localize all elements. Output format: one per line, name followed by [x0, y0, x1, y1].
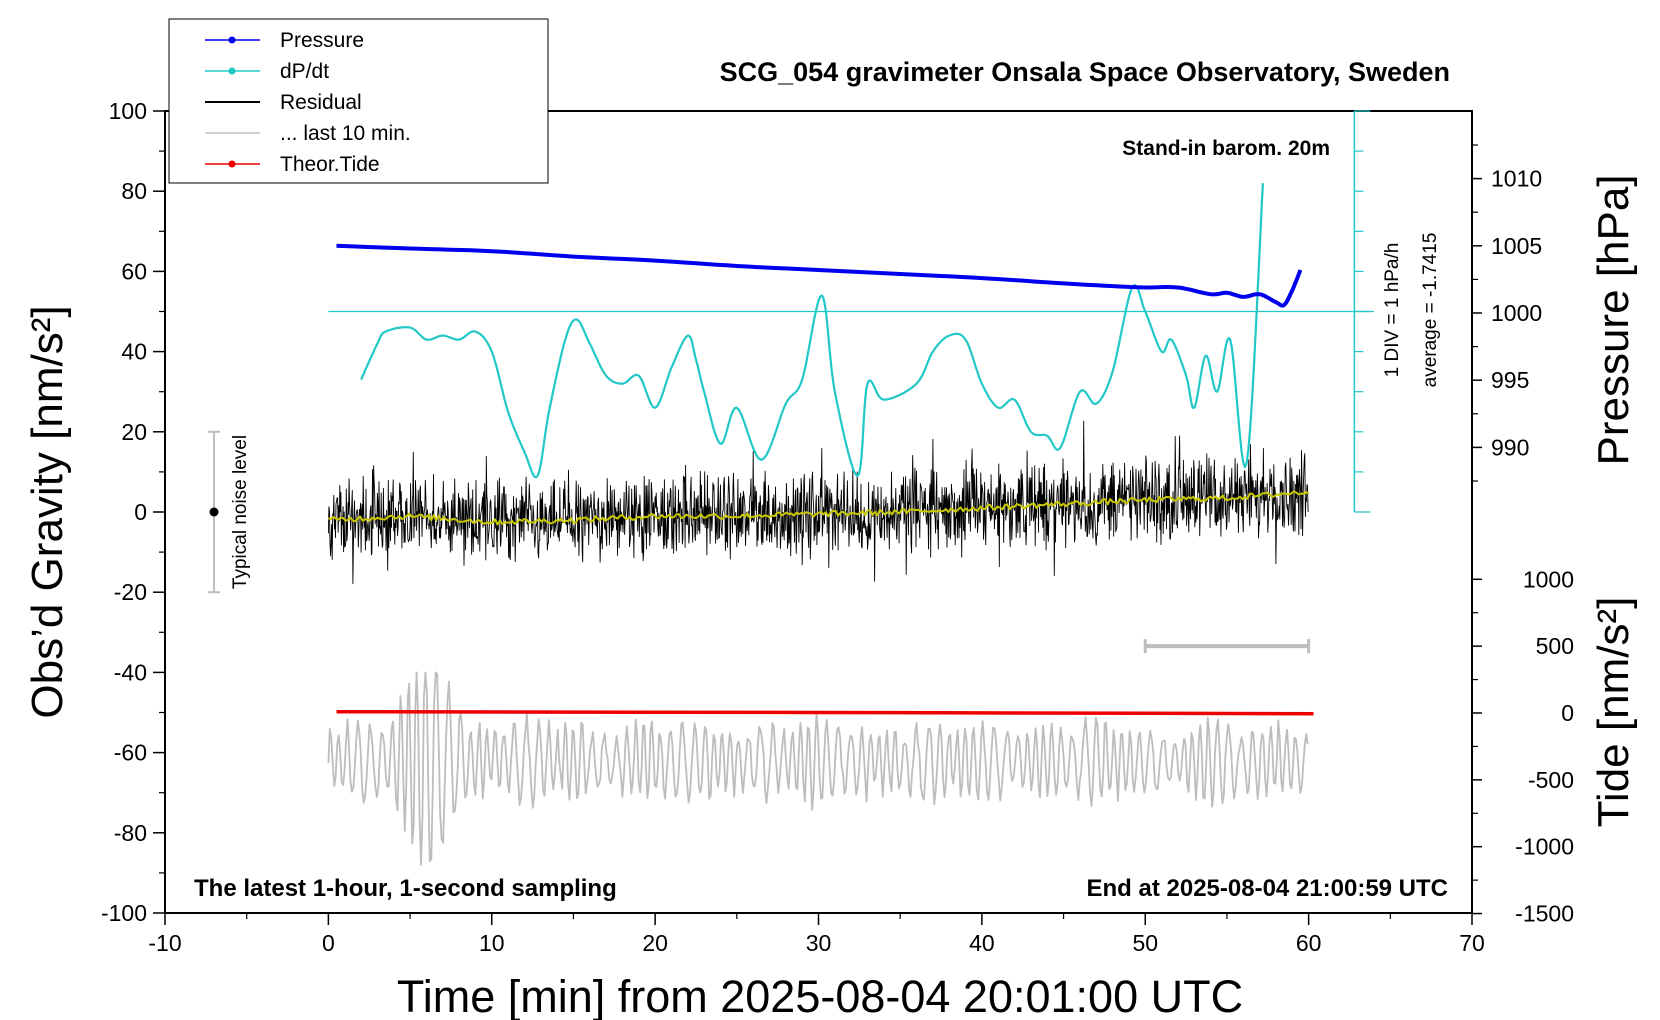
last-10-min-line — [327, 671, 1309, 866]
x-tick-label: 60 — [1296, 930, 1322, 956]
plot-area: -10 0 10 20 30 40 50 60 70100806040200-20-40-60-… — [101, 98, 1574, 956]
pressure-tick-label: 1000 — [1491, 300, 1542, 326]
theoretical-tide-line — [336, 709, 1314, 716]
legend: Pressure dP/dt Residual ... last 10 min. The… — [168, 18, 549, 184]
y-axis-label-gravity: Obs’d Gravity [nm/s²] — [23, 305, 72, 718]
pressure-tick-label: 1005 — [1491, 233, 1542, 259]
pressure-tick-label: 1010 — [1491, 166, 1542, 192]
barometer-annotation: Stand-in barom. 20m — [1122, 137, 1330, 160]
y-tick-label: 0 — [134, 499, 147, 525]
residual-smoothed-line — [328, 490, 1310, 526]
y-tick-label: 100 — [109, 98, 147, 124]
dpdt-scale-annotation: 1 DIV = 1 hPa/h — [1382, 243, 1403, 378]
chart-title: SCG_054 gravimeter Onsala Space Observat… — [720, 57, 1450, 87]
y-tick-label: 60 — [121, 258, 147, 284]
y-tick-label: 20 — [121, 419, 147, 445]
pressure-tick-label: 990 — [1491, 434, 1529, 460]
legend-marker — [228, 36, 236, 44]
y-tick-label: -40 — [114, 659, 147, 685]
pressure-line — [336, 243, 1303, 308]
tide-tick-label: 0 — [1561, 700, 1574, 726]
dpdt-average-group: average = -1.7415 — [1420, 233, 1441, 388]
x-tick-label: 0 — [322, 930, 335, 956]
x-tick-label: 30 — [806, 930, 832, 956]
dpdt-average-annotation: average = -1.7415 — [1420, 233, 1441, 388]
x-tick-label: 10 — [479, 930, 505, 956]
noise-label-group: Typical noise level — [230, 435, 251, 589]
x-tick-label: 50 — [1132, 930, 1158, 956]
tide-tick-label: -1000 — [1515, 834, 1574, 860]
dpdt-scale-group: 1 DIV = 1 hPa/h — [1382, 243, 1403, 378]
y-axis-label-tide-text: Tide [nm/s²] — [1589, 597, 1638, 828]
y-tick-label: 40 — [121, 339, 147, 365]
legend-marker — [228, 67, 236, 75]
x-axis-label: Time [min] from 2025-08-04 20:01:00 UTC — [397, 971, 1243, 1020]
x-tick-label: 20 — [642, 930, 668, 956]
x-tick-label: -10 — [148, 930, 181, 956]
noise-level-label: Typical noise level — [230, 435, 251, 589]
y-tick-label: -100 — [101, 900, 147, 926]
legend-label: Residual — [280, 91, 362, 114]
legend-label: Theor.Tide — [280, 153, 380, 176]
tide-tick-label: -500 — [1528, 767, 1574, 793]
pressure-tick-label: 995 — [1491, 367, 1529, 393]
tide-tick-label: 1000 — [1523, 566, 1574, 592]
bottom-left-annotation: The latest 1-hour, 1-second sampling — [194, 875, 617, 902]
y-tick-label: 80 — [121, 178, 147, 204]
tide-tick-label: 500 — [1536, 633, 1574, 659]
legend-label: ... last 10 min. — [280, 122, 411, 145]
legend-label: dP/dt — [280, 60, 329, 83]
dpdt-line — [360, 183, 1264, 479]
legend-label: Pressure — [280, 29, 364, 52]
tide-tick-label: -1500 — [1515, 901, 1574, 927]
y-tick-label: -80 — [114, 820, 147, 846]
y-axis-label-pressure: Pressure [hPa] — [1589, 174, 1638, 465]
legend-marker — [228, 160, 236, 168]
bottom-right-annotation: End at 2025-08-04 21:00:59 UTC — [1087, 875, 1449, 902]
x-tick-label: 70 — [1459, 930, 1485, 956]
y-axis-label-gravity-text: Obs’d Gravity [nm/s²] — [23, 305, 72, 718]
y-axis-label-tide: Tide [nm/s²] — [1589, 597, 1638, 828]
y-tick-label: -60 — [114, 740, 147, 766]
noise-level-point — [209, 507, 219, 517]
residual-line — [327, 420, 1309, 584]
x-tick-label: 40 — [969, 930, 995, 956]
y-axis-label-pressure-text: Pressure [hPa] — [1589, 174, 1638, 465]
y-tick-label: -20 — [114, 579, 147, 605]
